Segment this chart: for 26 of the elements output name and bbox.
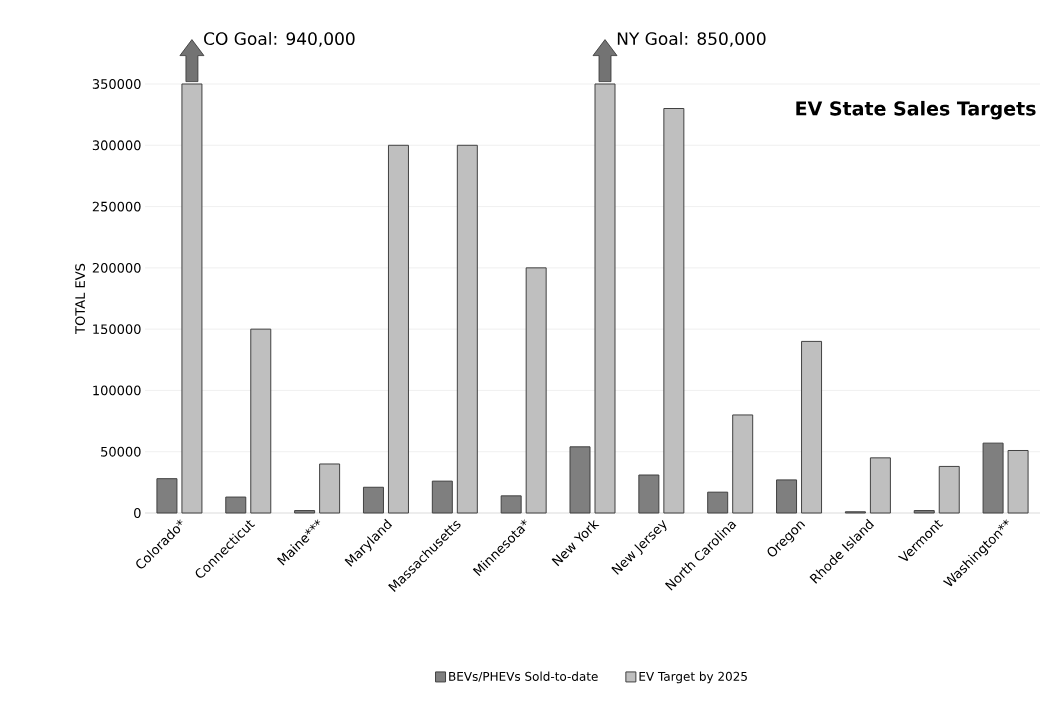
text: EV State Sales Targets <box>796 100 1036 120</box>
bar <box>500 495 522 514</box>
bar <box>225 496 247 514</box>
bar <box>982 442 1004 514</box>
bar <box>776 479 798 514</box>
legend-label: EV Target by 2025 <box>639 671 747 684</box>
bar <box>156 478 178 514</box>
y-tick-label: 250000 <box>92 201 141 212</box>
bar <box>638 474 660 514</box>
bar <box>707 491 729 514</box>
y-tick-label: 150000 <box>93 324 141 335</box>
annotation: NY Goal: 850,000 <box>617 31 766 47</box>
legend-label: BEVs/PHEVs Sold-to-date <box>449 671 598 682</box>
annotation: CO Goal: 940,000 <box>204 31 355 47</box>
y-tick-label: 100000 <box>93 385 141 396</box>
y-tick-label: 0 <box>134 508 141 518</box>
y-tick-label: 50000 <box>101 446 141 457</box>
bar <box>913 510 935 514</box>
bar <box>294 510 316 514</box>
bar <box>569 446 591 514</box>
y-tick-label: 350000 <box>92 79 141 89</box>
y-axis-title: TOTAL EVS <box>75 263 86 334</box>
bar <box>362 486 384 514</box>
bar <box>431 480 453 514</box>
y-tick-label: 300000 <box>92 140 141 151</box>
y-tick-label: 200000 <box>92 262 141 273</box>
